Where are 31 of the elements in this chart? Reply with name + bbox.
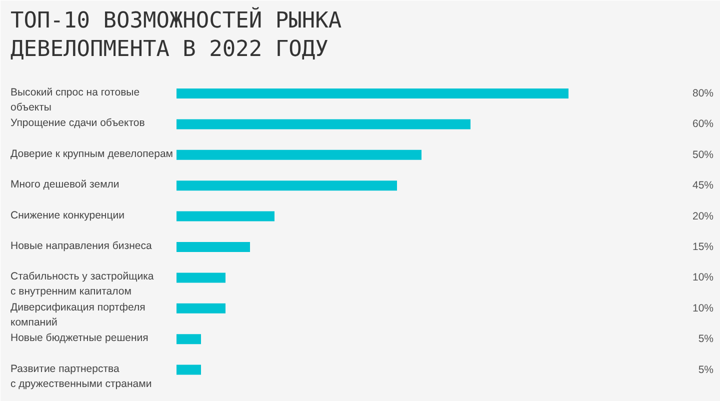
bar bbox=[176, 119, 470, 130]
y-tick-label: Снижение конкуренции bbox=[10, 209, 125, 222]
bar bbox=[176, 211, 274, 222]
data-label: 80% bbox=[692, 88, 714, 100]
y-tick-label: Упрощение сдачи объектов bbox=[10, 117, 146, 130]
bar bbox=[176, 180, 397, 191]
bar bbox=[176, 364, 201, 375]
y-tick-label: Развитие партнерства с дружественными странами bbox=[10, 362, 152, 390]
data-label: 50% bbox=[692, 148, 714, 161]
y-tick-label: Диверсификация портфеля компаний bbox=[10, 301, 146, 328]
data-label: 5% bbox=[698, 364, 714, 376]
bar bbox=[176, 88, 568, 98]
data-label: 60% bbox=[692, 118, 714, 130]
y-tick-label: Новые направления бизнеса bbox=[10, 240, 152, 252]
y-tick-label: Доверие к крупным девелоперам bbox=[10, 148, 173, 160]
data-label: 10% bbox=[692, 302, 714, 314]
chart-title: ТОП-10 ВОЗМОЖНОСТЕЙ РЫНКА ДЕВЕЛОПМЕНТА В 2022 ГОДУ bbox=[10, 6, 342, 62]
y-tick-label: Высокий спрос на готовые объекты bbox=[10, 86, 140, 114]
data-label: 15% bbox=[692, 241, 714, 253]
y-tick-label: Новые бюджетные решения bbox=[10, 332, 148, 344]
data-label: 10% bbox=[692, 272, 714, 284]
data-label: 20% bbox=[692, 210, 714, 222]
y-tick-label: Много дешевой земли bbox=[10, 178, 120, 191]
bar bbox=[176, 303, 226, 314]
data-label: 45% bbox=[692, 180, 714, 192]
bar bbox=[176, 242, 250, 252]
bar bbox=[176, 150, 422, 160]
data-label: 5% bbox=[698, 333, 714, 346]
bar bbox=[176, 272, 226, 283]
bar bbox=[176, 334, 201, 344]
y-tick-label: Стабильность у застройщика с внутренним капиталом bbox=[10, 270, 154, 298]
